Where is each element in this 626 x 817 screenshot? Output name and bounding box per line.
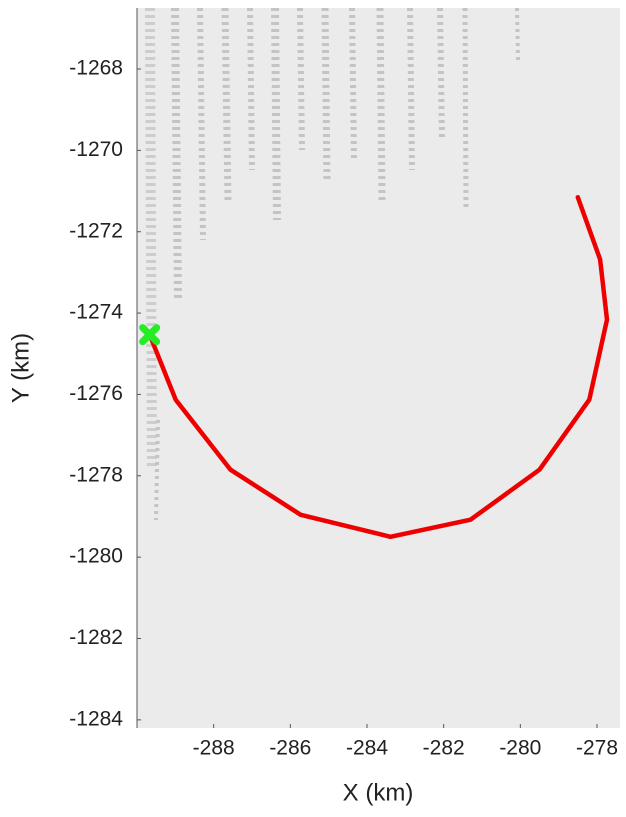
y-tick-label: -1284 <box>69 707 123 730</box>
y-tick-label: -1280 <box>69 545 123 568</box>
image-texture <box>145 8 520 521</box>
y-tick-label: -1282 <box>69 626 123 649</box>
x-tick-label: -286 <box>269 737 311 760</box>
y-tick-label: -1276 <box>69 382 123 405</box>
y-tick-label: -1270 <box>69 138 123 161</box>
y-tick-label: -1268 <box>69 57 123 80</box>
x-tick-label: -280 <box>499 737 541 760</box>
y-tick-label: -1278 <box>69 463 123 486</box>
y-tick-label: -1272 <box>69 219 123 242</box>
x-tick-label: -288 <box>193 737 235 760</box>
x-tick-label: -284 <box>346 737 388 760</box>
x-tick-label: -282 <box>423 737 465 760</box>
y-axis-label: Y (km) <box>7 333 34 403</box>
start-marker <box>139 324 161 346</box>
x-tick-label: -278 <box>576 737 618 760</box>
x-axis-label: X (km) <box>343 779 414 806</box>
y-tick-label: -1274 <box>69 301 123 324</box>
trajectory-line <box>147 194 610 540</box>
